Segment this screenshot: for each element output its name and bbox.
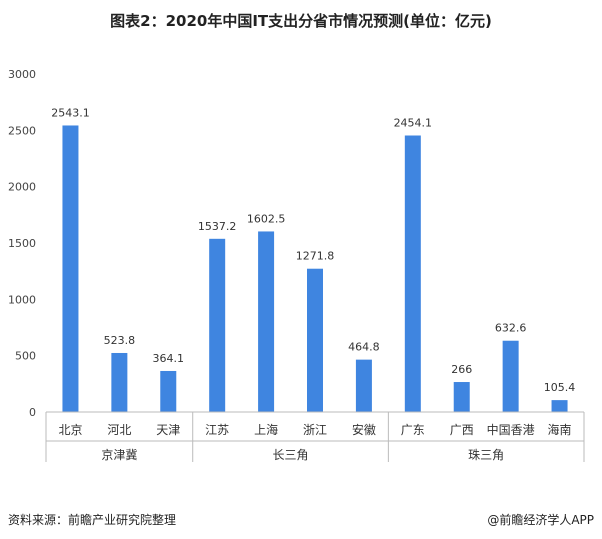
x-tick-label: 中国香港 xyxy=(487,422,535,437)
data-label: 1602.5 xyxy=(247,212,286,225)
bar xyxy=(160,370,177,412)
group-label: 京津冀 xyxy=(101,448,137,462)
source-note: 资料来源：前瞻产业研究院整理 xyxy=(8,513,177,527)
bar xyxy=(502,340,519,412)
x-tick-label: 天津 xyxy=(156,423,180,437)
x-tick-label: 江苏 xyxy=(205,423,229,437)
y-tick-label: 2500 xyxy=(8,124,36,137)
data-label: 105.4 xyxy=(544,381,576,394)
y-tick-label: 0 xyxy=(29,406,36,419)
x-tick-label: 广西 xyxy=(450,423,474,437)
data-label: 266 xyxy=(451,363,472,376)
y-tick-label: 1500 xyxy=(8,237,36,250)
x-tick-label: 浙江 xyxy=(303,423,327,437)
data-label: 1271.8 xyxy=(296,250,335,263)
x-tick-label: 河北 xyxy=(107,423,131,437)
chart-title: 图表2：2020年中国IT支出分省市情况预测(单位：亿元) xyxy=(110,12,492,30)
data-label: 632.6 xyxy=(495,322,527,335)
bar xyxy=(453,382,470,412)
x-tick-label: 北京 xyxy=(58,423,82,437)
y-tick-label: 500 xyxy=(15,350,36,363)
bar xyxy=(111,352,128,412)
x-tick-label: 广东 xyxy=(401,423,425,437)
data-label: 464.8 xyxy=(348,341,380,354)
group-label: 长三角 xyxy=(273,448,309,462)
x-tick-label: 上海 xyxy=(254,422,278,437)
bar xyxy=(62,125,79,412)
bar xyxy=(551,400,568,412)
y-tick-label: 1000 xyxy=(8,293,36,306)
bar xyxy=(307,268,323,412)
data-label: 1537.2 xyxy=(198,220,237,233)
data-label: 2543.1 xyxy=(51,106,90,119)
data-label: 364.1 xyxy=(153,352,185,365)
bar xyxy=(209,238,226,412)
bar xyxy=(258,231,275,412)
data-label: 523.8 xyxy=(104,334,136,347)
group-label: 珠三角 xyxy=(468,448,504,462)
brand-credit: @前瞻经济学人APP xyxy=(487,513,594,527)
x-tick-label: 安徽 xyxy=(352,422,376,437)
y-tick-label: 3000 xyxy=(8,68,36,81)
y-tick-label: 2000 xyxy=(8,181,36,194)
bar xyxy=(404,135,421,412)
bar xyxy=(355,359,372,412)
data-label: 2454.1 xyxy=(394,117,433,130)
x-tick-label: 海南 xyxy=(548,422,572,437)
bars: 2543.1 523.8 364.1 1537.2 1602.5 1271.8 464.8 2… xyxy=(51,106,575,412)
y-axis: 0 500 1000 1500 2000 2500 3000 xyxy=(8,68,36,419)
